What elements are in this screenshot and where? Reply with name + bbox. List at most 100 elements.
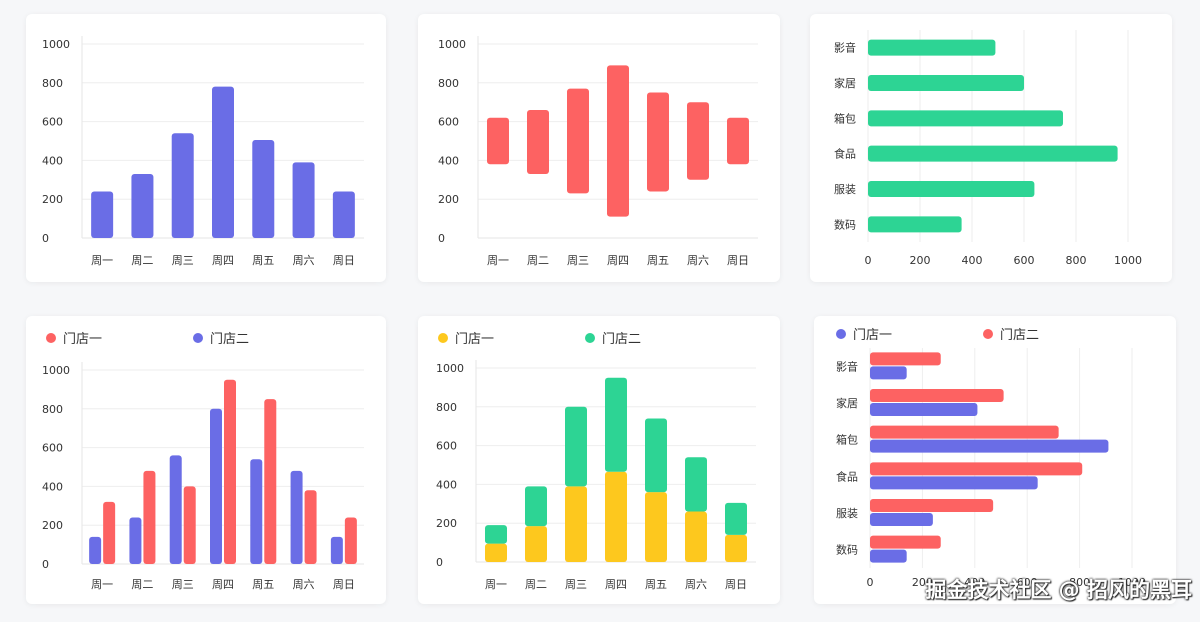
bar <box>332 191 355 238</box>
y-tick-label: 1000 <box>42 38 70 51</box>
bar <box>868 216 962 233</box>
bar <box>264 399 277 564</box>
x-tick-label: 周二 <box>131 254 153 267</box>
bar <box>89 536 102 564</box>
bar <box>868 145 1118 162</box>
bar <box>870 425 1059 439</box>
x-tick-label: 周三 <box>172 578 194 591</box>
range-bar <box>647 92 669 192</box>
bar <box>870 352 941 366</box>
bar <box>870 389 1004 402</box>
range-bar <box>487 117 509 165</box>
y-tick-label: 家居 <box>836 396 858 410</box>
y-tick-label: 1000 <box>42 364 70 377</box>
legend-label: 门店一 <box>455 332 494 347</box>
y-tick-label: 服装 <box>836 507 858 520</box>
bar <box>91 191 114 238</box>
y-tick-label: 400 <box>42 480 63 493</box>
legend-marker <box>46 333 56 343</box>
legend-marker <box>193 333 203 343</box>
x-tick-label: 周二 <box>525 578 547 591</box>
bar <box>870 462 1083 476</box>
x-tick-label: 周六 <box>685 578 707 591</box>
card-horizontal-bar: 0 200 400 600 800 1000 影音 家居 箱包 食品 服装 数码 <box>810 14 1172 282</box>
bar <box>870 439 1109 453</box>
x-tick-label: 周一 <box>487 254 509 267</box>
x-tick-label: 周日 <box>333 254 355 267</box>
bar <box>212 86 234 239</box>
bar <box>143 470 156 564</box>
legend-label: 门店一 <box>63 332 102 347</box>
y-tick-label: 影音 <box>836 359 858 373</box>
y-tick-label: 服装 <box>834 183 856 196</box>
bar-segment <box>645 418 667 493</box>
x-tick-label: 0 <box>865 254 872 267</box>
bar <box>868 39 996 56</box>
legend-label: 门店二 <box>602 332 641 347</box>
x-tick-label: 周三 <box>565 578 587 591</box>
bar <box>252 140 275 238</box>
stacked-bar-chart: 门店一 门店二 0 200 400 600 800 1000 周一 周二 周三 周四 周五 周六 周日 <box>436 332 756 591</box>
y-tick-label: 1000 <box>438 38 466 51</box>
bar-segment <box>685 457 707 512</box>
y-tick-label: 影音 <box>834 41 856 55</box>
bar <box>210 408 222 564</box>
legend-label: 门店二 <box>210 332 249 347</box>
legend-marker <box>836 329 846 339</box>
x-tick-label: 周二 <box>131 578 153 591</box>
bar-segment <box>485 543 507 562</box>
bar <box>250 459 263 564</box>
card-floating-bar: 0 200 400 600 800 1000 周一 周二 周三 周四 周五 周六 周日 <box>418 14 780 282</box>
bar <box>870 366 907 380</box>
x-tick-label: 周四 <box>607 254 629 267</box>
y-tick-label: 0 <box>436 556 443 569</box>
y-tick-label: 0 <box>438 232 445 245</box>
bar-segment <box>485 525 507 544</box>
y-tick-label: 600 <box>42 442 63 455</box>
x-tick-label: 周四 <box>212 578 234 591</box>
y-tick-label: 800 <box>436 401 457 414</box>
y-tick-label: 600 <box>42 116 63 129</box>
y-tick-label: 600 <box>438 116 459 129</box>
bar-segment <box>725 502 747 535</box>
bar-segment <box>525 486 547 527</box>
bar <box>870 549 907 563</box>
y-tick-label: 400 <box>436 478 457 491</box>
x-tick-label: 周五 <box>252 254 274 267</box>
bar-segment <box>525 526 547 562</box>
x-tick-label: 周五 <box>647 254 669 267</box>
bar <box>868 181 1035 197</box>
y-tick-label: 家居 <box>834 76 856 90</box>
bar <box>870 499 994 512</box>
x-tick-label: 周六 <box>293 578 315 591</box>
bar-segment <box>645 492 667 562</box>
weekly-bar-chart: 0 200 400 600 800 1000 周一 周二 周三 周四 周五 周六 周日 <box>42 36 364 267</box>
bar-segment <box>565 486 587 562</box>
bar <box>224 379 236 564</box>
bar <box>183 486 196 564</box>
y-tick-label: 600 <box>436 440 457 453</box>
bar-segment <box>565 406 587 487</box>
legend-label: 门店二 <box>1000 328 1039 343</box>
bar <box>169 455 182 564</box>
x-tick-label: 周五 <box>252 578 274 591</box>
bar <box>171 133 194 238</box>
grouped-bar-chart: 门店一 门店二 0 200 400 600 800 1000 周一 周二 周三 周四 周五 周六 周日 <box>42 332 364 591</box>
x-tick-label: 周三 <box>172 254 194 267</box>
y-tick-label: 食品 <box>834 147 856 161</box>
bar <box>290 470 303 564</box>
bar <box>292 162 315 238</box>
bar <box>330 536 343 564</box>
bar <box>103 501 116 564</box>
card-weekly-bar: 0 200 400 600 800 1000 周一 周二 周三 周四 周五 周六 周日 <box>26 14 386 282</box>
x-tick-label: 周六 <box>687 254 709 267</box>
range-bar <box>607 65 629 217</box>
x-tick-label: 周一 <box>91 578 113 591</box>
x-tick-label: 0 <box>867 576 874 589</box>
bar-segment <box>685 511 707 562</box>
x-tick-label: 周五 <box>645 578 667 591</box>
bar <box>304 490 317 564</box>
y-tick-label: 0 <box>42 558 49 571</box>
x-tick-label: 1000 <box>1114 254 1142 267</box>
floating-range-bar-chart: 0 200 400 600 800 1000 周一 周二 周三 周四 周五 周六 周日 <box>438 36 758 267</box>
